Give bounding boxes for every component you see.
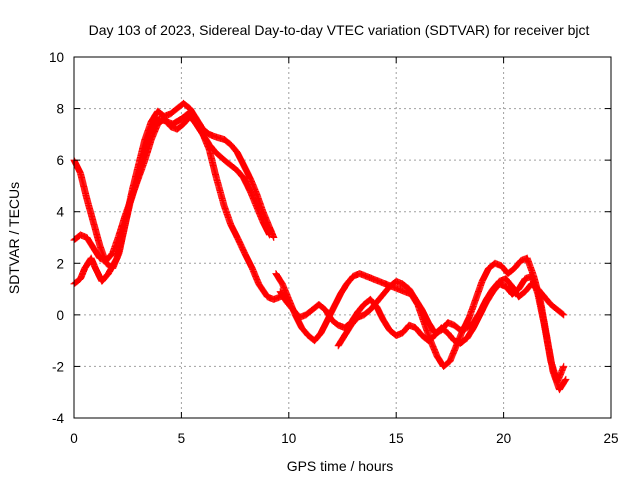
axis-ticks: 0 5 10 15 20 25 -4 -2 0 2 4 6 8 10 [49, 50, 619, 446]
x-tick-label: 0 [70, 431, 78, 446]
x-tick-label: 15 [389, 431, 404, 446]
x-axis-label: GPS time / hours [287, 458, 394, 474]
y-tick-label: 10 [49, 50, 64, 65]
chart-title: Day 103 of 2023, Sidereal Day-to-day VTE… [89, 22, 590, 38]
series-track-6 [334, 275, 568, 350]
y-axis-label: SDTVAR / TECUs [6, 182, 22, 294]
x-tick-label: 25 [603, 431, 618, 446]
y-tick-label: 4 [56, 205, 64, 220]
y-tick-label: -2 [52, 359, 64, 374]
grid [74, 57, 611, 418]
y-tick-label: 6 [56, 153, 64, 168]
y-tick-label: -4 [52, 411, 64, 426]
x-tick-label: 5 [178, 431, 186, 446]
y-tick-label: 8 [56, 102, 64, 117]
data-points [70, 99, 570, 394]
x-tick-label: 10 [281, 431, 296, 446]
plot-frame [73, 56, 612, 419]
y-tick-label: 2 [56, 256, 64, 271]
x-tick-label: 20 [496, 431, 511, 446]
y-tick-label: 0 [56, 308, 64, 323]
